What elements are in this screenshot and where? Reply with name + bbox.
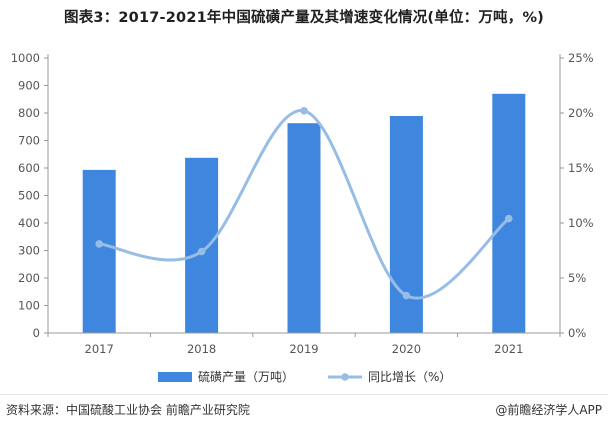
chart-title: 图表3：2017-2021年中国硫磺产量及其增速变化情况(单位：万吨，%) [64, 10, 544, 26]
chart-canvas: 0 100 200 300 400 500 600 700 800 900 1000 0% 5% 10%… [11, 51, 594, 384]
left-tick-label: 700 [18, 134, 40, 148]
right-tick-label: 25% [568, 51, 594, 65]
x-tick-label: 2018 [187, 342, 216, 356]
growth-point-2020 [402, 291, 411, 300]
legend-line-marker [341, 373, 349, 381]
growth-point-2018 [197, 247, 206, 256]
growth-point-2017 [95, 240, 103, 248]
left-axis: 0 100 200 300 400 500 600 700 800 900 1000 [11, 51, 49, 340]
x-tick-label: 2019 [289, 342, 318, 356]
bar-2017 [82, 169, 116, 333]
bar-2021 [492, 93, 526, 334]
left-tick-label: 400 [18, 216, 40, 230]
x-tick-label: 2021 [494, 342, 523, 356]
left-tick-label: 600 [18, 161, 40, 175]
footer-divider [0, 394, 608, 395]
right-tick-label: 0% [568, 326, 586, 340]
right-tick-label: 15% [568, 161, 594, 175]
left-tick-label: 100 [18, 299, 40, 313]
legend: 硫磺产量（万吨） 同比增长（%） [158, 369, 451, 384]
growth-point-2019 [300, 107, 308, 115]
legend-bar-swatch [158, 372, 192, 382]
right-tick-label: 5% [568, 271, 586, 285]
right-axis: 0% 5% 10% 15% 20% 25% [559, 51, 594, 340]
x-tick-label: 2017 [85, 342, 114, 356]
bars-layer [82, 93, 526, 334]
legend-line-label: 同比增长（%） [368, 370, 451, 384]
left-tick-label: 1000 [11, 51, 40, 65]
line-layer [95, 107, 513, 300]
bar-2019 [287, 123, 321, 333]
source-text: 资料来源：中国硫酸工业协会 前瞻产业研究院 [6, 403, 250, 417]
brand-text: @前瞻经济学人APP [495, 403, 602, 417]
left-tick-label: 200 [18, 271, 40, 285]
left-tick-label: 900 [18, 79, 40, 93]
footer: 资料来源：中国硫酸工业协会 前瞻产业研究院 @前瞻经济学人APP [0, 398, 608, 428]
left-tick-label: 500 [18, 189, 40, 203]
left-tick-label: 0 [33, 326, 40, 340]
right-tick-label: 10% [568, 216, 594, 230]
x-axis: 2017 2018 2019 2020 2021 [47, 332, 561, 356]
growth-point-2021 [505, 214, 513, 223]
x-tick-label: 2020 [392, 342, 421, 356]
left-tick-label: 300 [18, 244, 40, 258]
bar-2020 [389, 116, 423, 333]
right-tick-label: 20% [568, 106, 594, 120]
bar-2018 [185, 157, 219, 333]
left-tick-label: 800 [18, 106, 40, 120]
legend-bar-label: 硫磺产量（万吨） [198, 369, 294, 384]
